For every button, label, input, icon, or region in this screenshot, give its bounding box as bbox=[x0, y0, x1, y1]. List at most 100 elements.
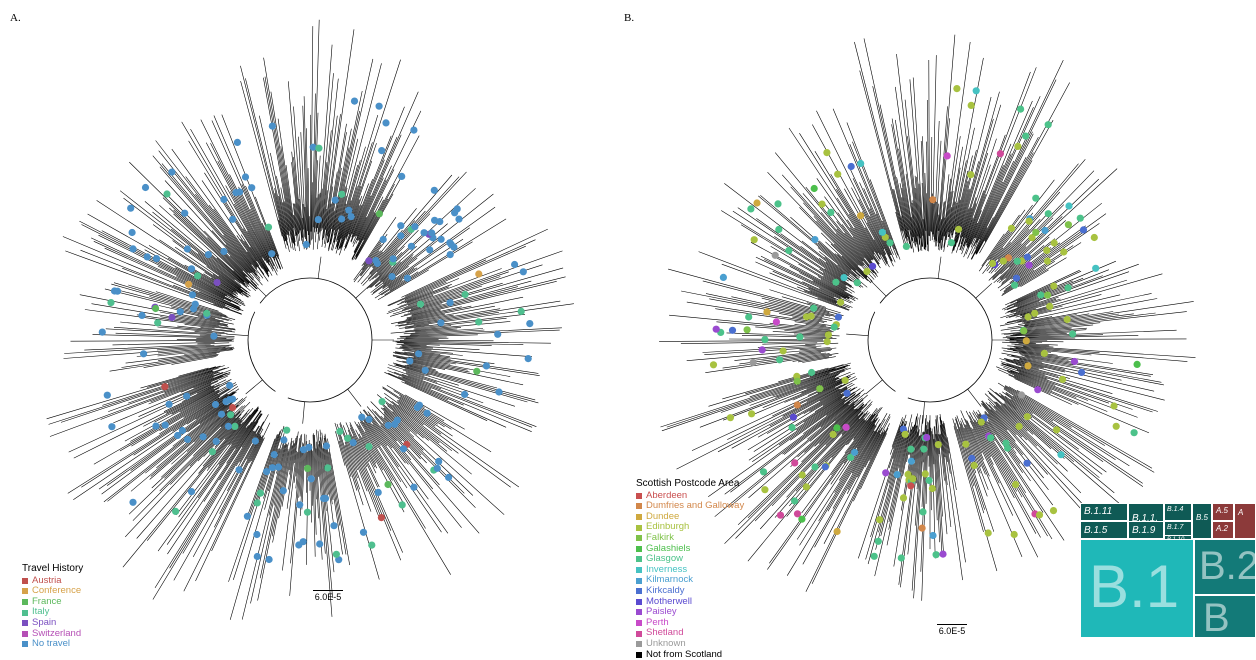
lineage-block: B.1.5 bbox=[1080, 521, 1128, 539]
tip-marker bbox=[971, 462, 978, 469]
tip-marker bbox=[774, 200, 781, 207]
tip-marker bbox=[462, 291, 469, 298]
tip-marker bbox=[834, 171, 841, 178]
tip-marker bbox=[763, 308, 770, 315]
tip-marker bbox=[1024, 254, 1031, 261]
tip-marker bbox=[398, 173, 405, 180]
legend-title: Scottish Postcode Area bbox=[636, 479, 744, 490]
tip-marker bbox=[876, 516, 883, 523]
lineage-label: B.1 bbox=[1089, 552, 1179, 621]
legend-swatch bbox=[636, 609, 642, 615]
tip-marker bbox=[358, 414, 365, 421]
tip-marker bbox=[818, 201, 825, 208]
tip-marker bbox=[1044, 258, 1051, 265]
tip-marker bbox=[773, 318, 780, 325]
tip-marker bbox=[104, 392, 111, 399]
tip-marker bbox=[428, 229, 435, 236]
tip-marker bbox=[1131, 429, 1138, 436]
tip-marker bbox=[179, 427, 186, 434]
tip-marker bbox=[300, 538, 307, 545]
tip-marker bbox=[350, 439, 357, 446]
tip-marker bbox=[303, 241, 310, 248]
tip-marker bbox=[236, 466, 243, 473]
tip-marker bbox=[184, 245, 191, 252]
legend-swatch bbox=[22, 599, 28, 605]
tip-marker bbox=[1008, 225, 1015, 232]
lineage-block: A.2 bbox=[1212, 521, 1234, 539]
tip-marker bbox=[1018, 391, 1025, 398]
tip-marker bbox=[760, 468, 767, 475]
tip-marker bbox=[775, 226, 782, 233]
tip-marker bbox=[438, 236, 445, 243]
tip-marker bbox=[268, 250, 275, 257]
tip-marker bbox=[192, 301, 199, 308]
tip-marker bbox=[777, 512, 784, 519]
tip-marker bbox=[789, 424, 796, 431]
legend-swatch bbox=[636, 578, 642, 584]
tip-marker bbox=[833, 424, 840, 431]
tip-marker bbox=[435, 458, 442, 465]
tip-marker bbox=[382, 119, 389, 126]
legend-swatch bbox=[636, 546, 642, 552]
tip-marker bbox=[324, 464, 331, 471]
tip-marker bbox=[379, 398, 386, 405]
tip-marker bbox=[1041, 227, 1048, 234]
tip-marker bbox=[939, 551, 946, 558]
tip-marker bbox=[225, 423, 232, 430]
tip-marker bbox=[129, 245, 136, 252]
lineage-label: A bbox=[1238, 508, 1243, 517]
tip-marker bbox=[748, 410, 755, 417]
tip-marker bbox=[378, 514, 385, 521]
legend-label: Not from Scotland bbox=[646, 650, 722, 660]
tip-marker bbox=[107, 299, 114, 306]
tip-marker bbox=[1017, 106, 1024, 113]
tip-marker bbox=[445, 474, 452, 481]
tip-marker bbox=[194, 272, 201, 279]
tip-marker bbox=[1036, 511, 1043, 518]
legend-label: Unknown bbox=[646, 639, 686, 650]
tip-marker bbox=[368, 542, 375, 549]
tip-marker bbox=[1078, 369, 1085, 376]
tip-marker bbox=[399, 501, 406, 508]
tip-marker bbox=[835, 314, 842, 321]
tip-marker bbox=[761, 336, 768, 343]
tip-marker bbox=[232, 189, 239, 196]
tip-marker bbox=[99, 329, 106, 336]
tip-marker bbox=[431, 187, 438, 194]
tip-marker bbox=[1060, 248, 1067, 255]
tip-marker bbox=[908, 458, 915, 465]
tip-marker bbox=[848, 163, 855, 170]
tip-marker bbox=[1077, 215, 1084, 222]
tip-marker bbox=[333, 551, 340, 558]
tip-marker bbox=[320, 495, 327, 502]
tip-marker bbox=[907, 482, 914, 489]
tip-marker bbox=[152, 305, 159, 312]
tip-marker bbox=[144, 253, 151, 260]
tip-marker bbox=[1000, 258, 1007, 265]
legend-swatch bbox=[22, 631, 28, 637]
tip-marker bbox=[205, 251, 212, 258]
tip-marker bbox=[209, 448, 216, 455]
tip-marker bbox=[1032, 195, 1039, 202]
tip-marker bbox=[315, 145, 322, 152]
tip-marker bbox=[163, 190, 170, 197]
tip-marker bbox=[345, 207, 352, 214]
tip-marker bbox=[417, 301, 424, 308]
tip-marker bbox=[338, 191, 345, 198]
tip-marker bbox=[1057, 451, 1064, 458]
tip-marker bbox=[1110, 402, 1117, 409]
tip-marker bbox=[1012, 481, 1019, 488]
tip-marker bbox=[229, 216, 236, 223]
tip-marker bbox=[823, 149, 830, 156]
tip-marker bbox=[1026, 218, 1033, 225]
tip-marker bbox=[218, 411, 225, 418]
tip-marker bbox=[1016, 423, 1023, 430]
tip-marker bbox=[729, 327, 736, 334]
tip-marker bbox=[242, 173, 249, 180]
lineage-block: B.1.4 bbox=[1164, 503, 1192, 521]
tip-marker bbox=[832, 279, 839, 286]
tip-marker bbox=[920, 446, 927, 453]
legend-label: Spain bbox=[32, 618, 56, 629]
